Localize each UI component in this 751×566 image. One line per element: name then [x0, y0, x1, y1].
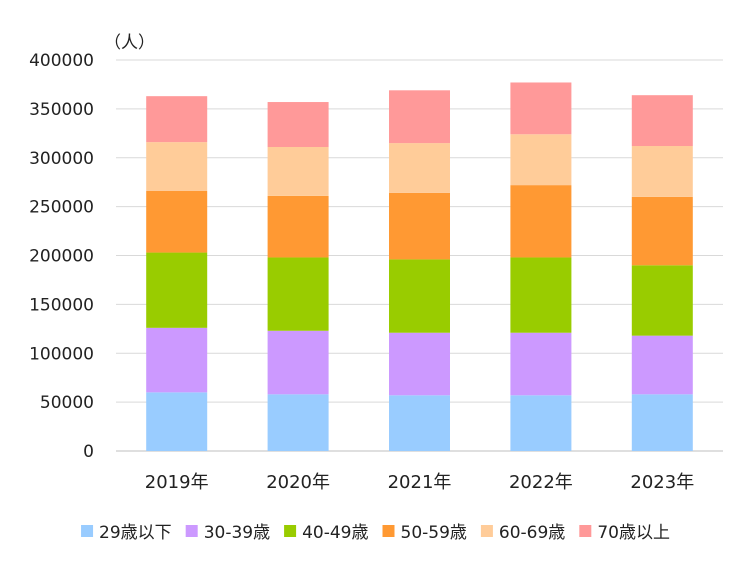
legend-label: 40-49歳	[302, 523, 368, 543]
bar-segment	[631, 95, 693, 147]
x-tick-label: 2020年	[266, 472, 330, 493]
bar-segment	[510, 332, 572, 396]
legend-swatch	[284, 525, 297, 537]
bar-segment	[389, 259, 450, 333]
bar-segment	[510, 257, 572, 333]
y-tick-label: 250000	[29, 198, 94, 218]
bar-segment	[389, 332, 450, 396]
bar-segment	[389, 90, 450, 144]
bar-segment	[389, 143, 450, 193]
bar-segment	[510, 395, 572, 451]
bar-segment	[389, 192, 450, 260]
y-tick-label: 200000	[29, 247, 94, 267]
x-tick-label: 2019年	[145, 472, 209, 493]
y-tick-label: 150000	[29, 295, 94, 315]
x-tick-label: 2021年	[388, 472, 452, 493]
bars	[146, 82, 693, 451]
bar-segment	[631, 335, 693, 395]
legend-label: 60-69歳	[499, 523, 565, 543]
x-tick-label: 2023年	[630, 472, 694, 493]
y-tick-label: 350000	[29, 100, 94, 120]
x-tick-label: 2022年	[509, 472, 573, 493]
bar-segment	[267, 195, 329, 258]
bar-segment	[510, 185, 572, 258]
bar-segment	[631, 146, 693, 197]
legend-swatch	[579, 525, 592, 537]
legend-label: 50-59歳	[401, 523, 467, 543]
legend-swatch	[480, 525, 493, 537]
bar-segment	[631, 394, 693, 451]
y-tick-label: 400000	[29, 51, 94, 71]
legend-label: 70歳以上	[597, 523, 670, 543]
legend-swatch	[81, 525, 94, 537]
legend-label: 30-39歳	[204, 523, 270, 543]
bar-segment	[146, 142, 208, 191]
bar-segment	[267, 330, 329, 395]
bar-segment	[389, 395, 450, 451]
y-tick-label: 50000	[40, 393, 94, 413]
bar-segment	[146, 392, 208, 451]
y-unit-label: （人）	[104, 33, 155, 53]
bar-segment	[146, 96, 208, 143]
bar-segment	[267, 257, 329, 331]
bar-segment	[267, 146, 329, 196]
legend-swatch	[382, 525, 395, 537]
bar-segment	[146, 327, 208, 393]
bar-segment	[267, 102, 329, 147]
y-tick-label: 0	[83, 442, 94, 462]
bar-segment	[631, 265, 693, 336]
bar-segment	[631, 196, 693, 266]
bar-segment	[510, 82, 572, 135]
bar-segment	[510, 134, 572, 186]
bar-segment	[146, 252, 208, 328]
legend-label: 29歳以下	[99, 523, 172, 543]
legend-swatch	[185, 525, 198, 537]
bar-segment	[267, 394, 329, 451]
legend: 29歳以下 30-39歳 40-49歳 50-59歳 60-69歳 70歳以上	[81, 523, 670, 543]
bar-segment	[146, 190, 208, 253]
y-tick-label: 100000	[29, 344, 94, 364]
y-tick-label: 300000	[29, 149, 94, 169]
axes: 0 50000 100000 150000 200000 250000 300000 3500…	[29, 51, 694, 493]
